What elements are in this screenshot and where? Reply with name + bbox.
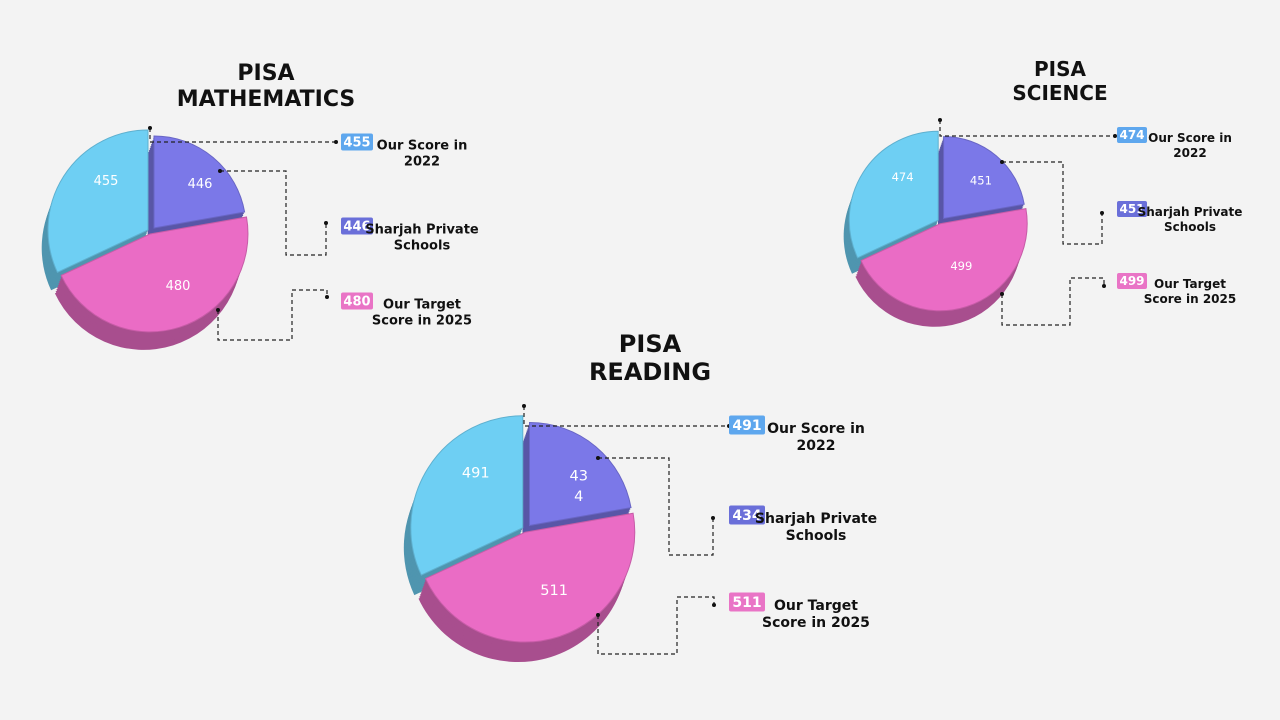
legend-badge-value-score-2022: 491 <box>732 418 761 434</box>
legend-label-target-2025: Score in 2025 <box>372 314 472 329</box>
slice-label-sharjah-private: 4 <box>574 488 583 505</box>
leader-line-sharjah-private <box>220 170 327 256</box>
leader-dot <box>148 126 152 130</box>
legend-label-target-2025: Our Target <box>774 598 858 614</box>
legend-label-score-2022: Our Score in <box>1148 131 1232 145</box>
leader-line-target-2025 <box>217 289 328 341</box>
slice-label-sharjah-private: 451 <box>970 174 992 188</box>
chart-title-line-0: PISA <box>237 61 294 86</box>
legend-label-sharjah-private: Sharjah Private <box>365 223 479 238</box>
legend-badge-score-2022 <box>341 133 373 151</box>
leader-dot <box>1100 211 1104 215</box>
legend-label-target-2025: Score in 2025 <box>1144 292 1236 306</box>
legend-badge-target-2025 <box>341 292 373 310</box>
slice-sharjah-private <box>153 135 246 229</box>
leader-line-target-2025 <box>597 596 715 655</box>
leader-dot <box>938 118 942 122</box>
legend-badge-score-2022 <box>1117 127 1147 143</box>
legend-badge-value-target-2025: 480 <box>343 295 370 310</box>
slice-label-score-2022: 474 <box>892 170 914 184</box>
legend-badge-sharjah-private <box>1117 201 1147 217</box>
slice-target-2025 <box>424 512 636 643</box>
legend-badge-value-sharjah-private: 434 <box>732 508 761 524</box>
legend-badge-score-2022 <box>729 415 765 435</box>
chart-title-line-1: MATHEMATICS <box>177 87 355 112</box>
leader-dot <box>711 516 715 520</box>
leader-dot <box>596 613 600 617</box>
legend-label-sharjah-private: Sharjah Private <box>1138 205 1243 219</box>
leader-dot <box>218 169 222 173</box>
chart-title-line-0: PISA <box>619 330 682 358</box>
legend-label-score-2022: 2022 <box>1173 146 1206 160</box>
legend-badge-value-target-2025: 499 <box>1119 274 1144 288</box>
leader-line-sharjah-private <box>1002 161 1103 245</box>
legend-label-target-2025: Score in 2025 <box>762 615 870 631</box>
chart-title-line-0: PISA <box>1034 57 1087 81</box>
legend-label-target-2025: Our Target <box>1154 277 1226 291</box>
chart-title-line-1: SCIENCE <box>1012 81 1107 105</box>
legend-badge-sharjah-private <box>341 217 373 235</box>
slice-sharjah-private <box>943 136 1025 220</box>
leader-dot <box>712 603 716 607</box>
legend-badge-value-score-2022: 474 <box>1119 128 1144 142</box>
legend-badge-target-2025 <box>729 592 765 612</box>
legend-badge-value-score-2022: 455 <box>343 136 370 151</box>
leader-dot <box>334 140 338 144</box>
slice-sharjah-private <box>528 421 632 527</box>
pie-top <box>47 129 249 333</box>
slice-label-target-2025: 511 <box>540 582 568 599</box>
slice-label-sharjah-private: 43 <box>570 468 589 485</box>
slice-score-2022 <box>410 415 524 576</box>
slice-score-2022 <box>47 129 149 273</box>
legend-label-sharjah-private: Schools <box>1164 220 1216 234</box>
legend-label-sharjah-private: Schools <box>394 239 451 254</box>
leader-dot <box>1000 292 1004 296</box>
leader-line-score-2022 <box>523 406 729 427</box>
leader-dot <box>1102 284 1106 288</box>
leader-dot <box>324 221 328 225</box>
leader-line-score-2022 <box>149 128 336 143</box>
slice-label-target-2025: 499 <box>950 259 972 273</box>
legend-label-score-2022: 2022 <box>797 438 836 454</box>
pie-top <box>410 415 636 643</box>
legend-label-sharjah-private: Schools <box>786 528 847 544</box>
slice-label-sharjah-private: 446 <box>188 177 213 192</box>
legend-badge-value-sharjah-private: 446 <box>343 220 370 235</box>
slice-target-2025 <box>860 208 1028 312</box>
slice-label-score-2022: 491 <box>462 464 490 481</box>
leader-dot <box>1000 160 1004 164</box>
leader-dot <box>1113 134 1117 138</box>
leader-dot <box>522 404 526 408</box>
pie-top <box>848 130 1028 312</box>
legend-badge-value-sharjah-private: 451 <box>1119 202 1144 216</box>
legend-label-score-2022: 2022 <box>404 155 440 170</box>
chart-title-line-1: READING <box>589 358 711 386</box>
leader-line-score-2022 <box>939 120 1115 137</box>
legend-badge-target-2025 <box>1117 273 1147 289</box>
legend-badge-value-target-2025: 511 <box>732 595 761 611</box>
leader-dot <box>596 456 600 460</box>
legend-badge-sharjah-private <box>729 505 765 525</box>
slice-label-score-2022: 455 <box>94 174 119 189</box>
legend-label-sharjah-private: Sharjah Private <box>755 511 877 527</box>
leader-dot <box>216 308 220 312</box>
leader-line-sharjah-private <box>598 457 714 556</box>
legend-label-score-2022: Our Score in <box>767 421 865 437</box>
slice-target-2025 <box>60 216 249 333</box>
leader-dot <box>325 295 329 299</box>
legend-label-target-2025: Our Target <box>383 298 461 313</box>
legend-label-score-2022: Our Score in <box>377 139 468 154</box>
slice-score-2022 <box>848 130 939 259</box>
slice-label-target-2025: 480 <box>166 279 191 294</box>
leader-line-target-2025 <box>1001 277 1105 326</box>
